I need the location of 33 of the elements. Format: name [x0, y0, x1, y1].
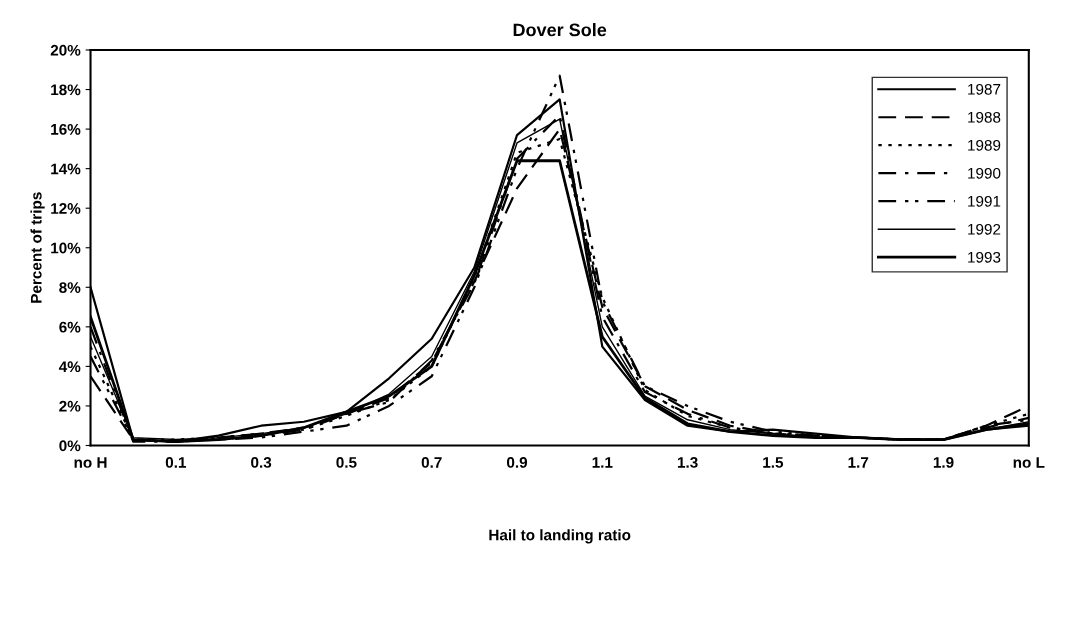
y-tick-label: 18% — [51, 84, 81, 96]
y-tick-label: 10% — [51, 242, 81, 254]
x-axis-title: Hail to landing ratio — [489, 529, 631, 544]
x-tick-label: 1.1 — [592, 457, 613, 468]
y-tick-label: 4% — [58, 361, 81, 373]
y-tick-label: 20% — [50, 44, 81, 56]
y-tick-label: 16% — [51, 123, 81, 135]
x-tick-label: 1.3 — [677, 457, 698, 468]
x-tick-label: no L — [1013, 457, 1045, 468]
y-tick-label: 14% — [51, 163, 81, 175]
legend-label: 1993 — [968, 251, 1001, 263]
legend-label: 1989 — [968, 139, 1001, 151]
legend-label: 1988 — [968, 111, 1001, 123]
x-tick-label: 1.7 — [848, 457, 869, 468]
x-tick-label: 1.5 — [763, 457, 784, 468]
x-tick-label: 0.1 — [165, 457, 187, 468]
x-tick-label: 0.3 — [251, 457, 272, 468]
x-tick-label: 1.9 — [933, 457, 954, 468]
x-tick-label: no H — [74, 457, 107, 468]
y-tick-label: 8% — [59, 282, 81, 293]
chart-title: Dover Sole — [513, 23, 607, 37]
y-tick-label: 2% — [59, 400, 81, 412]
legend-label: 1991 — [968, 195, 1001, 207]
legend-label: 1987 — [968, 83, 1001, 95]
legend-label: 1992 — [968, 223, 1001, 235]
y-axis-title: Percent of trips — [30, 192, 45, 303]
x-tick-label: 0.5 — [336, 457, 357, 468]
x-tick-label: 0.9 — [506, 457, 528, 468]
y-tick-label: 0% — [59, 440, 81, 452]
x-tick-label: 0.7 — [421, 457, 442, 468]
legend-label: 1990 — [968, 167, 1001, 179]
y-tick-label: 12% — [51, 203, 81, 214]
y-tick-label: 6% — [59, 321, 81, 333]
